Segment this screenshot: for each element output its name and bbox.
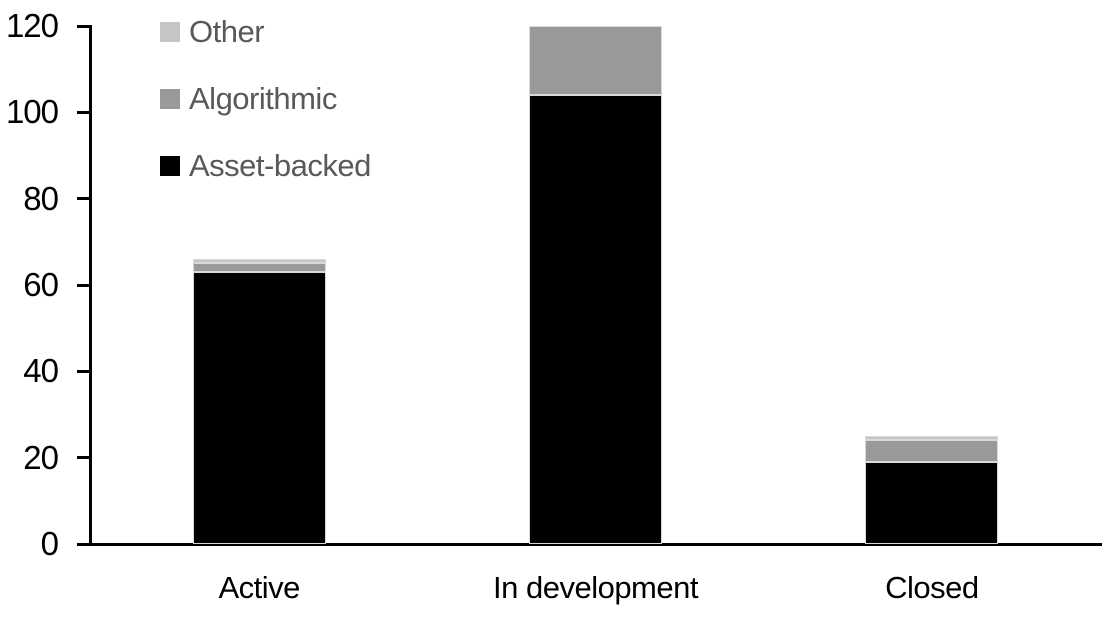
- bar-segment-other-active: [192, 259, 326, 264]
- x-axis-label-in-development: In development: [493, 570, 698, 605]
- bar-segment-asset-backed-closed: [865, 461, 999, 544]
- legend-label: Other: [189, 14, 265, 49]
- y-tick-mark: [77, 197, 91, 201]
- x-axis-line: [77, 543, 1102, 546]
- bar-segment-other-closed: [865, 436, 999, 441]
- bar-segment-asset-backed-active: [192, 272, 326, 544]
- bar-segment-asset-backed-in-development: [529, 95, 662, 544]
- legend-entry-algorithmic: Algorithmic: [160, 81, 371, 116]
- y-tick-label: 60: [23, 266, 59, 303]
- legend-swatch-icon: [160, 89, 180, 109]
- legend-swatch-icon: [160, 22, 180, 42]
- y-tick-label: 80: [23, 179, 59, 217]
- legend-entry-asset-backed: Asset-backed: [160, 148, 371, 183]
- y-tick-mark: [77, 456, 91, 460]
- y-tick-mark: [77, 24, 91, 28]
- x-axis-label-active: Active: [218, 570, 300, 605]
- bar-segment-algorithmic-active: [192, 263, 326, 273]
- legend-swatch-icon: [160, 156, 180, 176]
- y-tick-label: 120: [5, 7, 59, 44]
- y-tick-label: 0: [40, 525, 59, 562]
- x-axis-label-closed: Closed: [885, 570, 979, 605]
- y-tick-mark: [77, 283, 91, 287]
- y-tick-label: 20: [23, 438, 59, 476]
- legend-label: Algorithmic: [189, 81, 337, 116]
- legend-label: Asset-backed: [189, 148, 371, 183]
- legend-entry-other: Other: [160, 14, 371, 49]
- legend: Other Algorithmic Asset-backed: [160, 14, 371, 223]
- y-tick-mark: [77, 110, 91, 114]
- y-tick-label: 100: [5, 93, 59, 131]
- bar-segment-algorithmic-closed: [865, 440, 999, 462]
- bar-segment-algorithmic-in-development: [529, 26, 662, 96]
- y-tick-label: 40: [23, 352, 59, 390]
- y-tick-mark: [77, 369, 91, 373]
